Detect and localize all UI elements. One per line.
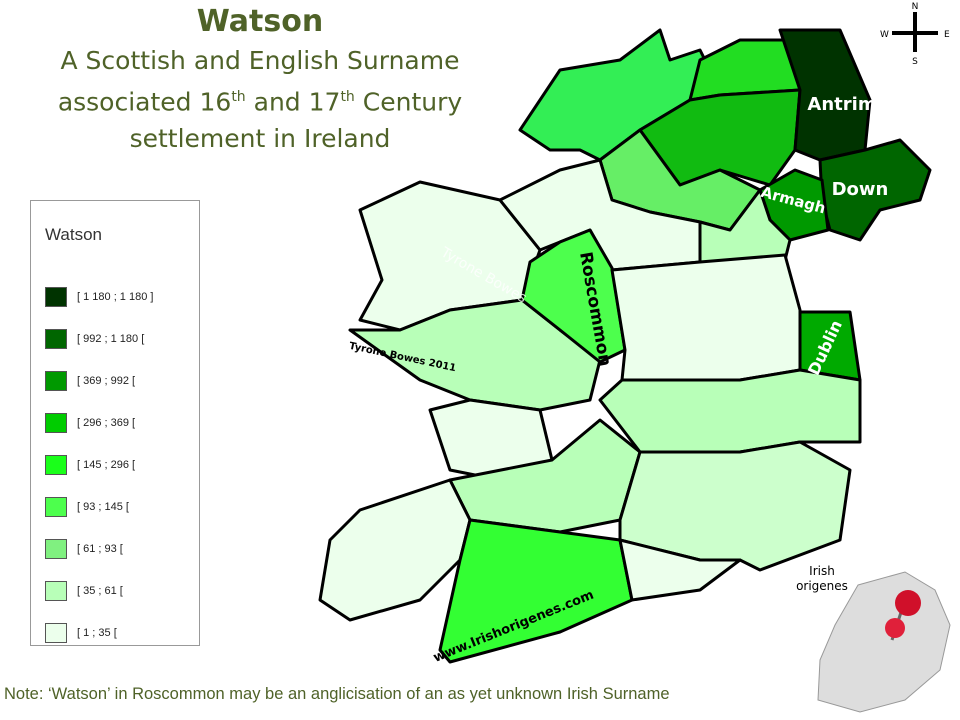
- county-label: Down: [832, 179, 889, 200]
- subtitle: A Scottish and English Surname: [60, 46, 460, 75]
- legend-item: [ 93 ; 145 [: [45, 497, 129, 517]
- legend-label: [ 145 ; 296 [: [77, 459, 136, 471]
- subtitle-part: associated 16: [57, 87, 232, 117]
- legend-title: Watson: [45, 225, 103, 244]
- title: Watson: [196, 4, 324, 39]
- legend-item: [ 61 ; 93 [: [45, 539, 123, 559]
- inset-map: [817, 571, 951, 713]
- legend-item: [ 1 ; 35 [: [45, 623, 117, 643]
- legend-item: [ 145 ; 296 [: [45, 455, 135, 475]
- legend-swatch: [45, 539, 67, 559]
- counties: [318, 28, 932, 664]
- compass-label: W: [880, 30, 889, 40]
- pin: [885, 618, 905, 638]
- legend-swatch: [45, 455, 67, 475]
- compass: N E S W: [880, 2, 950, 67]
- superscript: th: [340, 89, 355, 105]
- note: Note: ‘Watson’ in Roscommon may be an an…: [4, 685, 670, 703]
- inset-label: origenes: [796, 579, 848, 593]
- county: [610, 253, 802, 382]
- legend-label: [ 35 ; 61 [: [77, 585, 123, 597]
- superscript: th: [231, 89, 246, 105]
- county-label: Antrim: [807, 94, 876, 115]
- legend-label: [ 61 ; 93 [: [77, 543, 123, 555]
- legend-label: [ 93 ; 145 [: [77, 501, 129, 513]
- legend-swatch: [45, 371, 67, 391]
- compass-label: E: [944, 30, 950, 40]
- legend-item: [ 369 ; 992 [: [45, 371, 135, 391]
- legend-item: [ 35 ; 61 [: [45, 581, 123, 601]
- county: [618, 440, 852, 572]
- legend: Watson [ 1 180 ; 1 180 ] [ 992 ; 1 180 [ […: [30, 200, 200, 646]
- inset: Irish origenes: [796, 564, 951, 713]
- pin: [895, 590, 921, 616]
- legend-swatch: [45, 287, 67, 307]
- subtitle: settlement in Ireland: [129, 124, 391, 154]
- legend-item: [ 992 ; 1 180 [: [45, 329, 144, 349]
- legend-label: [ 1 180 ; 1 180 ]: [77, 291, 154, 303]
- inset-label: Irish: [809, 564, 835, 578]
- legend-label: [ 296 ; 369 [: [77, 417, 136, 429]
- legend-swatch: [45, 413, 67, 433]
- compass-label: N: [912, 2, 919, 12]
- legend-swatch: [45, 497, 67, 517]
- legend-swatch: [45, 581, 67, 601]
- legend-item: [ 1 180 ; 1 180 ]: [45, 287, 153, 307]
- legend-swatch: [45, 329, 67, 349]
- legend-label: [ 1 ; 35 [: [77, 627, 117, 639]
- legend-label: [ 992 ; 1 180 [: [77, 333, 145, 345]
- subtitle: associated 16th and 17th Century: [0, 79, 520, 120]
- legend-label: [ 369 ; 992 [: [77, 375, 136, 387]
- subtitle-part: and 17: [245, 87, 341, 117]
- subtitle-part: Century: [354, 87, 463, 117]
- compass-label: S: [912, 57, 918, 67]
- header: Watson A Scottish and English Surname as…: [0, 2, 520, 157]
- county: [318, 478, 472, 622]
- county: [598, 368, 862, 454]
- legend-item: [ 296 ; 369 [: [45, 413, 135, 433]
- legend-swatch: [45, 623, 67, 643]
- county: [618, 538, 742, 602]
